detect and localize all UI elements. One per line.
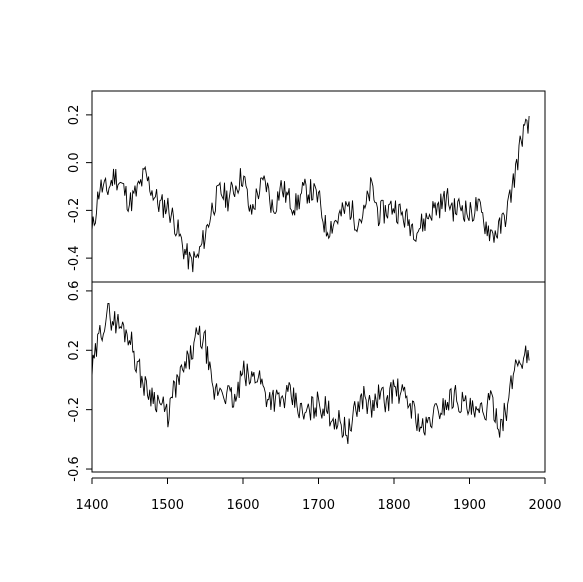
series-line-1 [91, 302, 530, 445]
series-line-0 [91, 115, 530, 273]
y-tick-label-0-0: -0.4 [67, 245, 82, 270]
y-tick-label-0-3: 0.2 [67, 105, 82, 126]
bottom-panel: -0.6 -0.2 0.2 0.6 1400 1500 1600 1700 1800 1900 20… [67, 281, 562, 513]
x-tick-label-6: 2000 [528, 498, 561, 513]
y-tick-label-1-1: -0.2 [67, 397, 82, 422]
x-tick-label-3: 1700 [302, 498, 335, 513]
y-tick-label-1-2: 0.2 [67, 340, 82, 361]
x-tick-label-1: 1500 [151, 498, 184, 513]
x-tick-label-4: 1800 [377, 498, 410, 513]
y-tick-label-1-3: 0.6 [67, 281, 82, 302]
y-tick-label-1-0: -0.6 [67, 456, 82, 481]
top-panel: -0.4 -0.2 0.0 0.2 [67, 90, 546, 283]
y-tick-label-0-1: -0.2 [67, 198, 82, 223]
y-tick-label-0-2: 0.0 [67, 152, 82, 173]
x-tick-label-5: 1900 [453, 498, 486, 513]
plot-frame-0 [91, 90, 546, 283]
x-tick-label-0: 1400 [75, 498, 108, 513]
plot-frame-1 [91, 281, 546, 473]
x-tick-label-2: 1600 [226, 498, 259, 513]
